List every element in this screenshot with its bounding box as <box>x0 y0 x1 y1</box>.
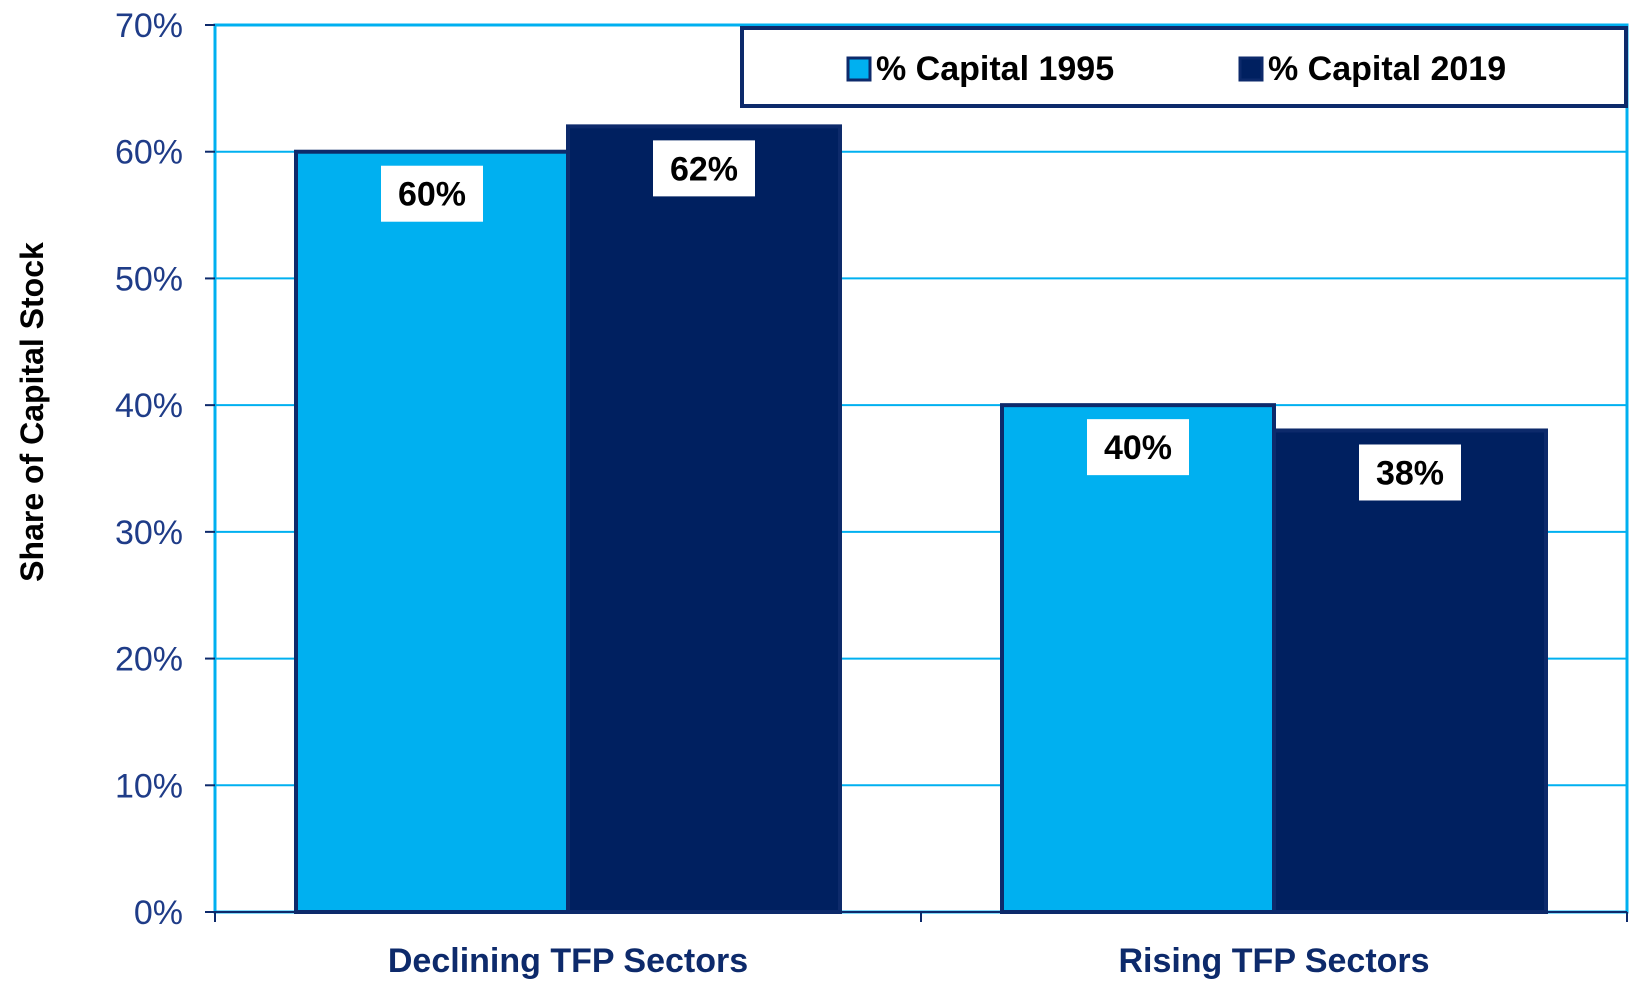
y-tick-label: 40% <box>115 387 183 425</box>
data-labels: 60% 62% 40% 38% <box>381 140 1461 501</box>
x-axis: Declining TFP Sectors Rising TFP Sectors <box>214 911 1628 980</box>
legend-box <box>740 26 1628 108</box>
legend-label: % Capital 1995 <box>876 50 1114 88</box>
bar-capital-1995-declining <box>294 149 570 914</box>
bar-capital-1995-rising <box>1000 403 1276 914</box>
bars <box>294 124 1548 915</box>
data-label: 62% <box>670 150 738 188</box>
y-tick-label: 20% <box>115 641 183 679</box>
bar-capital-2019-declining <box>566 124 842 915</box>
data-label-box <box>1087 419 1189 476</box>
y-axis-ticks: 0% 10% 20% 30% 40% 50% 60% 70% <box>115 7 215 932</box>
data-label: 38% <box>1376 454 1444 492</box>
legend-label: % Capital 2019 <box>1268 50 1506 88</box>
legend-swatch <box>1238 56 1264 82</box>
y-tick-label: 60% <box>115 134 183 172</box>
legend-swatch <box>846 56 872 82</box>
y-axis-title: Share of Capital Stock <box>14 242 50 582</box>
legend: % Capital 1995 % Capital 2019 <box>740 26 1628 108</box>
y-tick-label: 50% <box>115 260 183 298</box>
y-tick-label: 10% <box>115 767 183 805</box>
y-tick-label: 0% <box>134 894 183 932</box>
data-label-box <box>1359 444 1461 501</box>
y-tick-label: 30% <box>115 514 183 552</box>
data-label: 40% <box>1104 429 1172 467</box>
x-category-label: Rising TFP Sectors <box>1118 942 1429 980</box>
data-label-box <box>381 165 483 222</box>
bar-capital-2019-rising <box>1272 428 1548 914</box>
data-label: 60% <box>398 176 466 214</box>
y-tick-label: 70% <box>115 7 183 45</box>
data-label-box <box>653 140 755 197</box>
x-category-label: Declining TFP Sectors <box>388 942 748 980</box>
